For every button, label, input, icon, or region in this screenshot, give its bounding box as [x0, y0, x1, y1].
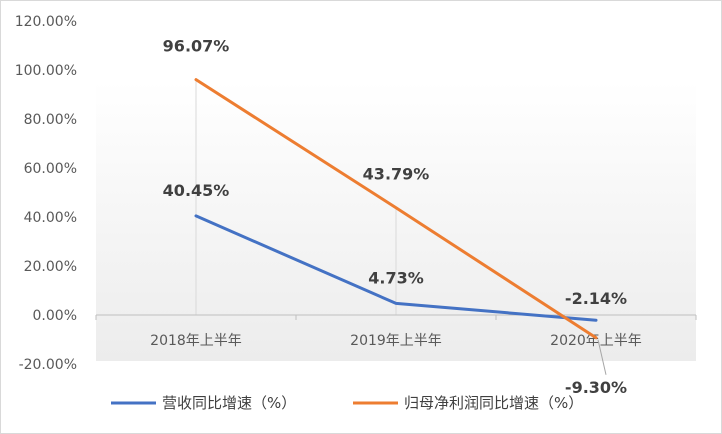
y-tick-label: 20.00% [24, 259, 77, 275]
series-line-2 [194, 78, 598, 340]
x-axis-tick-labels: 2018年上半年 2019年上半年 2020年上半年 [150, 333, 642, 349]
data-label: 43.79% [363, 165, 430, 184]
x-tick-label: 2019年上半年 [350, 333, 442, 349]
data-labels: 40.45% 4.73% -2.14% 96.07% 43.79% -9.30% [163, 37, 627, 397]
y-tick-label: 80.00% [24, 112, 77, 128]
leader-line [597, 339, 607, 375]
y-tick-label: 100.00% [15, 63, 77, 79]
legend: 营收同比增速（%） 归母净利润同比增速（%） [111, 394, 583, 412]
drop-lines [195, 79, 397, 315]
data-label: -9.30% [565, 378, 627, 397]
data-label: 4.73% [368, 268, 424, 287]
series-lines [194, 78, 598, 340]
y-axis-tick-labels: -20.00% 0.00% 20.00% 40.00% 60.00% 80.00% 100.… [15, 14, 77, 373]
y-tick-label: 40.00% [24, 210, 77, 226]
y-tick-label: 60.00% [24, 161, 77, 177]
legend-label: 营收同比增速（%） [162, 394, 296, 412]
x-axis [95, 314, 697, 320]
data-label: 40.45% [163, 181, 230, 200]
x-tick-label: 2020年上半年 [550, 333, 642, 349]
label-leader-lines [597, 339, 607, 375]
series-line-1 [194, 214, 598, 322]
y-tick-label: -20.00% [19, 357, 77, 373]
data-label: 96.07% [163, 37, 230, 56]
y-tick-label: 0.00% [33, 308, 77, 324]
x-tick-label: 2018年上半年 [150, 333, 242, 349]
y-tick-label: 120.00% [15, 14, 77, 30]
legend-label: 归母净利润同比增速（%） [404, 394, 583, 412]
data-label: -2.14% [565, 289, 627, 308]
